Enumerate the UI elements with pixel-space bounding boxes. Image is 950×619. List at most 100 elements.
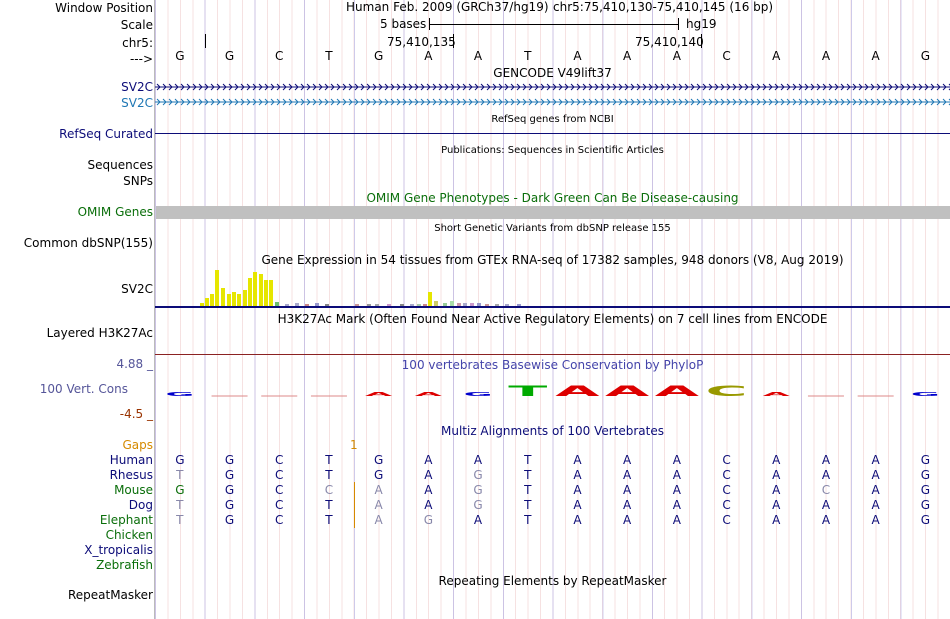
refseq-line[interactable] [155,133,950,134]
species-label[interactable]: X_tropicalis [84,543,153,557]
label-scale[interactable]: Scale [120,18,153,32]
species-label[interactable]: Zebrafish [96,558,153,572]
alignment-base: G [224,513,235,527]
base-letter: A [424,49,433,63]
label-strand[interactable]: ---> [129,52,153,66]
strand-chevron [330,83,335,91]
gtex-bar [463,303,467,306]
alignment-base: A [772,483,781,497]
alignment-base: A [871,468,880,482]
label-window-position[interactable]: Window Position [55,1,153,15]
label-sequences[interactable]: Sequences [87,158,153,172]
label-divider [154,0,155,619]
label-chrom[interactable]: chr5: [122,36,153,50]
strand-chevron [558,83,563,91]
species-label[interactable]: Chicken [105,528,153,542]
alignment-base: A [871,498,880,512]
strand-chevron [384,98,389,106]
strand-chevron [372,83,377,91]
strand-chevron [456,98,461,106]
strand-chevron [462,83,467,91]
label-refseq[interactable]: RefSeq Curated [59,127,153,141]
gtex-bar [232,292,236,306]
label-gtex-gene[interactable]: SV2C [121,282,153,296]
strand-chevron [660,83,665,91]
strand-chevron [636,98,641,106]
label-cons[interactable]: 100 Vert. Cons [39,382,128,396]
species-label[interactable]: Dog [128,498,153,512]
alignment-base: C [275,483,284,497]
alignment-base: T [524,468,532,482]
alignment-base: A [871,453,880,467]
gencode-tracks[interactable] [155,82,950,108]
strand-chevron [684,83,689,91]
gtex-bar [237,294,241,306]
strand-chevron [876,83,881,91]
label-omim[interactable]: OMIM Genes [77,205,153,219]
strand-chevron [492,98,497,106]
strand-chevron [402,98,407,106]
alignment-base: T [176,513,184,527]
gtex-bar [417,304,421,306]
strand-chevron [522,98,527,106]
alignment-base: A [672,483,681,497]
strand-chevron [288,83,293,91]
label-dbsnp[interactable]: Common dbSNP(155) [23,236,153,250]
label-gene-sv2c-1[interactable]: SV2C [121,80,153,94]
strand-chevron [936,98,941,106]
gtex-bar [387,304,391,306]
label-gene-sv2c-2[interactable]: SV2C [121,96,153,110]
strand-chevron [930,98,935,106]
phylop-letter: A [555,383,600,400]
strand-chevron [474,83,479,91]
gtex-bar [210,294,214,306]
strand-chevron [234,83,239,91]
strand-chevron [834,83,839,91]
base-letter: A [871,49,880,63]
strand-chevron [306,98,311,106]
strand-chevron [768,98,773,106]
omim-bar[interactable] [156,206,950,219]
species-label[interactable]: Elephant [99,513,153,527]
alignment-base: A [821,513,831,527]
alignment-base: A [821,498,831,512]
h3k27ac-line[interactable] [155,354,950,355]
strand-chevron [552,98,557,106]
species-label[interactable]: Human [109,453,153,467]
label-gaps[interactable]: Gaps [122,438,153,452]
alignment-base: A [473,453,483,467]
strand-chevron [564,98,569,106]
strand-chevron [162,98,167,106]
strand-chevron [822,83,827,91]
strand-chevron [276,83,281,91]
gtex-bar [221,288,225,306]
strand-chevron [846,83,851,91]
strand-chevron [540,83,545,91]
base-letter: A [821,49,831,63]
gtex-bar [243,290,247,306]
species-label[interactable]: Mouse [114,483,153,497]
base-letter: C [722,49,731,63]
strand-chevron [576,98,581,106]
strand-chevron [192,98,197,106]
strand-chevron [840,98,845,106]
strand-chevron [474,98,479,106]
alignment-base: A [623,483,632,497]
strand-chevron [804,83,809,91]
label-repeatmasker[interactable]: RepeatMasker [67,588,153,602]
strand-chevron [786,83,791,91]
strand-chevron [360,98,365,106]
strand-chevron [828,98,833,106]
base-letter: T [524,49,532,63]
strand-chevron [198,83,203,91]
phylop-letter: C [706,383,748,400]
strand-chevron [312,83,317,91]
base-letter: A [623,49,632,63]
label-snps[interactable]: SNPs [123,174,153,188]
gtex-chart[interactable] [155,266,950,310]
strand-chevron [486,83,491,91]
label-h3k27ac[interactable]: Layered H3K27Ac [46,326,153,340]
species-label[interactable]: Rhesus [109,468,153,482]
strand-chevron [486,98,491,106]
